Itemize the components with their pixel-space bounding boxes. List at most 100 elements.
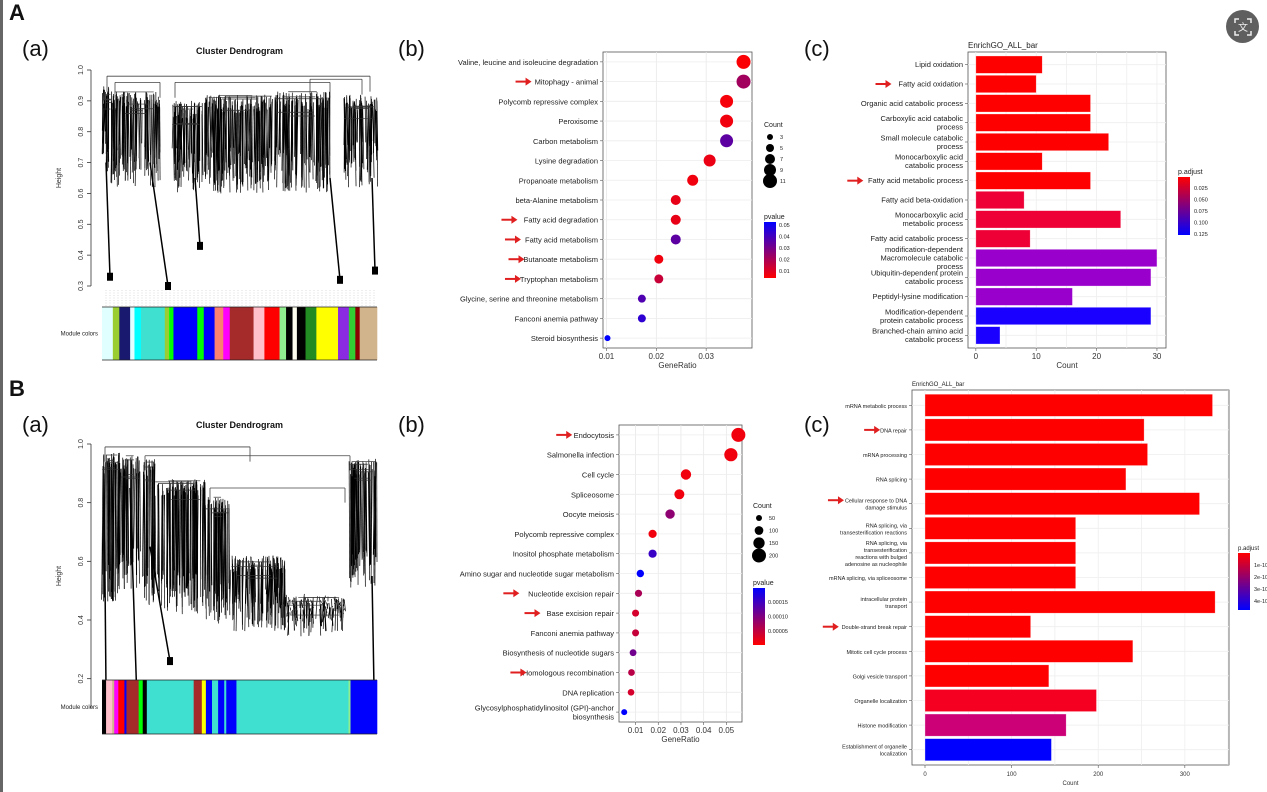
x-tick-label: 0.03 (673, 726, 689, 735)
highlight-arrow-head (513, 589, 520, 598)
dendrogram-branch (153, 94, 156, 188)
data-point (724, 448, 738, 462)
dendrogram-branch (224, 105, 227, 171)
dendrogram-branch (311, 93, 314, 163)
category-label: RNA splicing, via (866, 541, 908, 547)
bar (924, 639, 1134, 663)
category-label: Branched-chain amino acid (872, 327, 963, 336)
dendrogram-branch (291, 599, 294, 604)
module-color-segment (264, 307, 280, 360)
module-color-segment (169, 307, 174, 360)
category-label: RNA splicing, via (866, 523, 908, 529)
dendrogram-branch (281, 559, 284, 626)
module-color-segment (114, 680, 119, 734)
category-label: Mitophagy - animal (535, 78, 599, 87)
module-color-segment (338, 307, 350, 360)
category-label: Double-strand break repair (842, 625, 908, 631)
dendrogram-branch (261, 96, 264, 193)
data-point (674, 489, 685, 500)
dendrogram-tail-block (165, 282, 171, 290)
dendrogram-branch (146, 103, 149, 169)
module-color-segment (201, 680, 207, 734)
dendrogram-branch (147, 100, 149, 176)
dendrogram-branch (129, 95, 132, 157)
color-legend-label: 1e-10 (1254, 563, 1267, 569)
dendrogram-branch (101, 466, 104, 600)
data-point (648, 549, 657, 558)
bar (924, 738, 1052, 762)
dendrogram-branch (257, 558, 259, 625)
panel-label-a-c: (c) (804, 36, 830, 61)
dendrogram-branch (230, 101, 233, 165)
dendrogram-branch (276, 104, 278, 148)
dendrogram-branch (283, 562, 285, 605)
highlight-arrow-head (511, 215, 518, 224)
dendrogram-branch (150, 466, 152, 580)
category-label: Glycosylphosphatidylinositol (GPI)-ancho… (475, 704, 615, 713)
module-color-segment (223, 307, 231, 360)
x-axis-title: GeneRatio (658, 361, 697, 370)
dendrogram-branch (253, 109, 256, 185)
dendrogram-branch (352, 468, 355, 549)
color-legend-label: 0.025 (1194, 186, 1208, 192)
dendrogram-tail (105, 162, 111, 277)
module-color-segment (296, 307, 306, 360)
category-label: transesterification reactions (840, 530, 907, 536)
module-color-segment (124, 680, 127, 734)
dendrogram-branch (178, 103, 181, 187)
dendrogram-branch (135, 458, 138, 549)
data-point (621, 709, 628, 716)
dendrogram-branch (151, 99, 154, 184)
data-point (637, 314, 646, 323)
dendrogram-branch (372, 104, 375, 178)
bar (924, 689, 1097, 712)
bar (924, 541, 1076, 565)
data-point (637, 294, 646, 303)
highlight-arrow-head (837, 496, 844, 505)
size-legend-dot (764, 164, 776, 176)
category-label: adenosine as nucleophile (845, 562, 907, 568)
dendrogram-branch (179, 481, 182, 594)
dendrogram-branch (273, 565, 276, 605)
dendrogram-branch (201, 103, 204, 161)
color-legend-label: 4e-10 (1254, 599, 1267, 605)
dendrogram-branch (348, 461, 350, 579)
category-label: DNA repair (880, 428, 907, 434)
bar (975, 113, 1091, 132)
dendrogram-title: Cluster Dendrogram (196, 420, 283, 430)
data-point (670, 195, 681, 205)
visual-search-button[interactable]: 文 (1226, 10, 1259, 43)
module-color-segment (193, 680, 203, 734)
dendrogram-branch (310, 607, 313, 615)
y-tick-label: 0.2 (78, 674, 85, 684)
dendrogram-branch (185, 484, 188, 589)
size-legend-dot (766, 144, 774, 152)
module-color-segment (102, 307, 114, 360)
module-color-segment (126, 680, 139, 734)
module-color-segment (218, 680, 225, 734)
dendrogram-branch (191, 485, 194, 579)
color-legend-label: 0.02 (779, 258, 790, 264)
module-color-segment (214, 307, 224, 360)
data-point (628, 669, 635, 676)
dendrogram-branch (319, 106, 321, 157)
dendrogram-branch (237, 109, 240, 185)
dendrogram-branch (284, 104, 287, 188)
highlight-arrow-head (566, 430, 573, 439)
section-label-b: B (9, 376, 25, 401)
color-legend-label: 0.00015 (768, 600, 788, 606)
y-tick-label: 0.8 (78, 127, 85, 137)
dendrogram-branch (288, 597, 290, 602)
data-point (632, 609, 640, 617)
y-tick-label: 0.4 (78, 615, 85, 625)
module-color-segment (118, 680, 125, 734)
dendrogram-branch (322, 597, 325, 618)
x-tick-label: 200 (1093, 772, 1104, 778)
dendrogram-tail (149, 546, 171, 662)
category-label: Amino sugar and nucleotide sugar metabol… (460, 570, 614, 579)
category-label: RNA splicing (876, 478, 907, 484)
color-legend-label: 2e-10 (1254, 575, 1267, 581)
size-legend-label: 9 (780, 168, 783, 174)
color-legend-label: 0.03 (779, 246, 790, 252)
category-label: mRNA splicing, via spliceosome (829, 576, 907, 582)
